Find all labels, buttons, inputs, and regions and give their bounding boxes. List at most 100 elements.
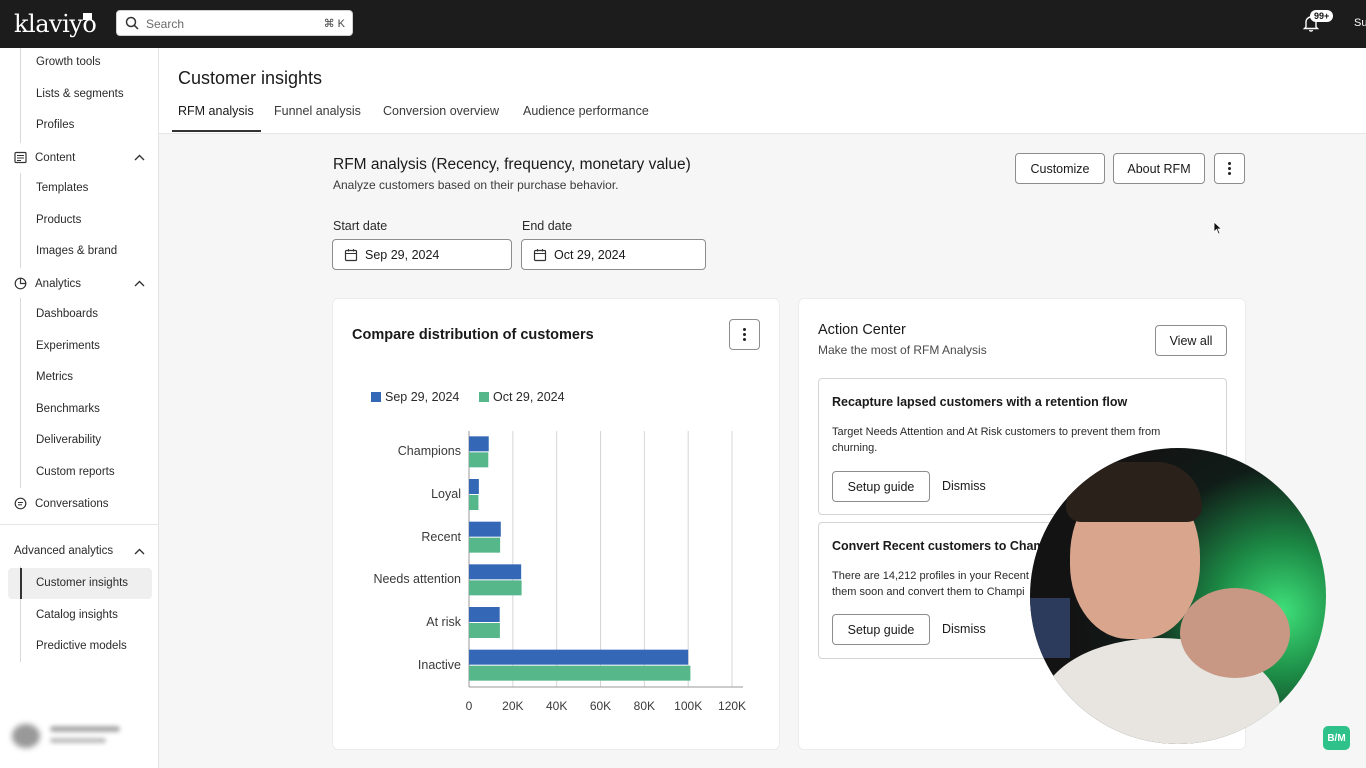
x-tick-label: 40K — [545, 699, 568, 713]
nav-tree-line — [20, 173, 21, 268]
nav-tree-line — [20, 48, 21, 143]
nav-tree-line — [20, 298, 21, 488]
legend-item-series-1: Sep 29, 2024 — [371, 390, 459, 404]
chevron-up-icon[interactable] — [134, 280, 145, 287]
action-item-title: Convert Recent customers to Cham — [832, 539, 1045, 553]
bar-recent-series-2[interactable] — [469, 537, 501, 553]
sidebar-item-lists-segments[interactable]: Lists & segments — [36, 88, 124, 100]
sidebar-item-catalog-insights[interactable]: Catalog insights — [36, 609, 118, 621]
distribution-card-title: Compare distribution of customers — [352, 327, 594, 343]
chart-options-button[interactable] — [729, 319, 760, 350]
bar-needs-attention-series-2[interactable] — [469, 580, 522, 596]
sidebar-group-analytics[interactable]: Analytics — [14, 277, 81, 290]
page-title: Customer insights — [178, 68, 323, 88]
legend-label: Sep 29, 2024 — [385, 390, 460, 404]
account-switcher-blurred[interactable] — [8, 720, 148, 748]
bar-at-risk-series-1[interactable] — [469, 607, 500, 622]
sidebar-active-highlight — [8, 568, 152, 599]
search-input[interactable]: Search ⌘ K — [116, 10, 353, 36]
sidebar-item-dashboards[interactable]: Dashboards — [36, 308, 99, 320]
background-shelf — [1030, 598, 1070, 658]
category-label: At risk — [426, 615, 461, 629]
top-bar: klaviyo Search ⌘ K 99+ Su — [0, 0, 1366, 48]
category-label: Recent — [421, 529, 461, 544]
x-tick-label: 20K — [502, 699, 524, 713]
more-options-button[interactable] — [1214, 153, 1245, 184]
bar-chart — [468, 431, 743, 688]
sidebar: Growth tools Lists & segments Profiles C… — [0, 48, 159, 768]
kebab-icon — [743, 327, 746, 342]
user-menu[interactable]: Su — [1354, 17, 1366, 29]
view-all-button[interactable]: View all — [1155, 325, 1227, 356]
notification-badge: 99+ — [1310, 10, 1334, 22]
bar-needs-attention-series-1[interactable] — [469, 564, 522, 580]
sidebar-group-content[interactable]: Content — [14, 151, 75, 164]
action-center-title: Action Center — [818, 322, 906, 338]
bar-champions-series-1[interactable] — [469, 436, 489, 452]
end-date-field[interactable]: Oct 29, 2024 — [521, 239, 706, 270]
category-label: Needs attention — [373, 572, 461, 587]
search-icon — [125, 16, 139, 30]
about-rfm-button[interactable]: About RFM — [1113, 153, 1205, 184]
legend-swatch-blue — [371, 392, 381, 402]
bar-loyal-series-1[interactable] — [469, 479, 479, 494]
tab-funnel-analysis[interactable]: Funnel analysis — [274, 104, 361, 118]
bar-champions-series-2[interactable] — [469, 452, 489, 468]
bar-loyal-series-2[interactable] — [469, 495, 479, 510]
legend-swatch-green — [479, 392, 489, 402]
x-tick-label: 120K — [718, 699, 747, 713]
sidebar-item-profiles[interactable]: Profiles — [36, 119, 75, 131]
sidebar-item-customer-insights[interactable]: Customer insights — [36, 577, 129, 589]
tab-rfm-analysis[interactable]: RFM analysis — [178, 104, 254, 118]
rfm-section-title: RFM analysis (Recency, frequency, moneta… — [333, 156, 691, 173]
sidebar-item-deliverability[interactable]: Deliverability — [36, 434, 102, 446]
page-header: Customer insights RFM analysis Funnel an… — [159, 48, 1366, 134]
customize-button[interactable]: Customize — [1015, 153, 1105, 184]
action-item-title: Recapture lapsed customers with a retent… — [832, 395, 1128, 409]
start-date-label: Start date — [333, 219, 388, 233]
sidebar-item-benchmarks[interactable]: Benchmarks — [36, 403, 100, 415]
sidebar-group-advanced-analytics[interactable]: Advanced analytics — [14, 545, 114, 557]
tab-audience-performance[interactable]: Audience performance — [523, 104, 649, 118]
setup-guide-button[interactable]: Setup guide — [832, 614, 930, 645]
sidebar-item-custom-reports[interactable]: Custom reports — [36, 466, 115, 478]
category-label: Loyal — [431, 487, 461, 501]
end-date-label: End date — [522, 219, 573, 233]
chevron-up-icon[interactable] — [134, 548, 145, 555]
sidebar-item-products[interactable]: Products — [36, 214, 82, 226]
tab-conversion-overview[interactable]: Conversion overview — [383, 104, 500, 118]
presenter-webcam-overlay — [1030, 448, 1326, 744]
start-date-value: Sep 29, 2024 — [365, 248, 440, 262]
setup-guide-button[interactable]: Setup guide — [832, 471, 930, 502]
chevron-up-icon[interactable] — [134, 154, 145, 161]
sidebar-item-metrics[interactable]: Metrics — [36, 371, 74, 383]
chat-icon — [14, 497, 27, 510]
search-placeholder: Search — [146, 17, 185, 31]
rfm-section-subtitle: Analyze customers based on their purchas… — [333, 178, 619, 192]
sidebar-item-images-brand[interactable]: Images & brand — [36, 245, 118, 257]
sidebar-item-growth-tools[interactable]: Growth tools — [36, 56, 101, 68]
category-label: Inactive — [417, 657, 461, 672]
bar-recent-series-1[interactable] — [469, 521, 501, 537]
mouse-cursor-icon — [1213, 221, 1223, 235]
nav-tree-line — [20, 566, 21, 662]
dismiss-button[interactable]: Dismiss — [942, 622, 986, 636]
sidebar-item-conversations-label: Conversations — [35, 497, 109, 510]
x-tick-label: 100K — [674, 699, 703, 713]
sidebar-item-conversations[interactable]: Conversations — [14, 497, 109, 510]
distribution-card: Compare distribution of customers Sep 29… — [332, 298, 780, 750]
bar-inactive-series-2[interactable] — [469, 665, 691, 681]
x-tick-label: 60K — [589, 699, 612, 713]
start-date-field[interactable]: Sep 29, 2024 — [332, 239, 512, 270]
sidebar-item-experiments[interactable]: Experiments — [36, 340, 100, 352]
bar-at-risk-series-2[interactable] — [469, 623, 500, 638]
presenter-hand — [1180, 588, 1290, 678]
dismiss-button[interactable]: Dismiss — [942, 479, 986, 493]
analytics-pie-icon — [14, 277, 27, 290]
sidebar-item-predictive-models[interactable]: Predictive models — [36, 640, 127, 652]
action-center-subtitle: Make the most of RFM Analysis — [818, 343, 987, 357]
action-item-description: Target Needs Attention and At Risk custo… — [832, 426, 1161, 454]
sidebar-item-templates[interactable]: Templates — [36, 182, 89, 194]
klaviyo-logo[interactable]: klaviyo — [14, 10, 97, 38]
bar-inactive-series-1[interactable] — [469, 649, 689, 665]
